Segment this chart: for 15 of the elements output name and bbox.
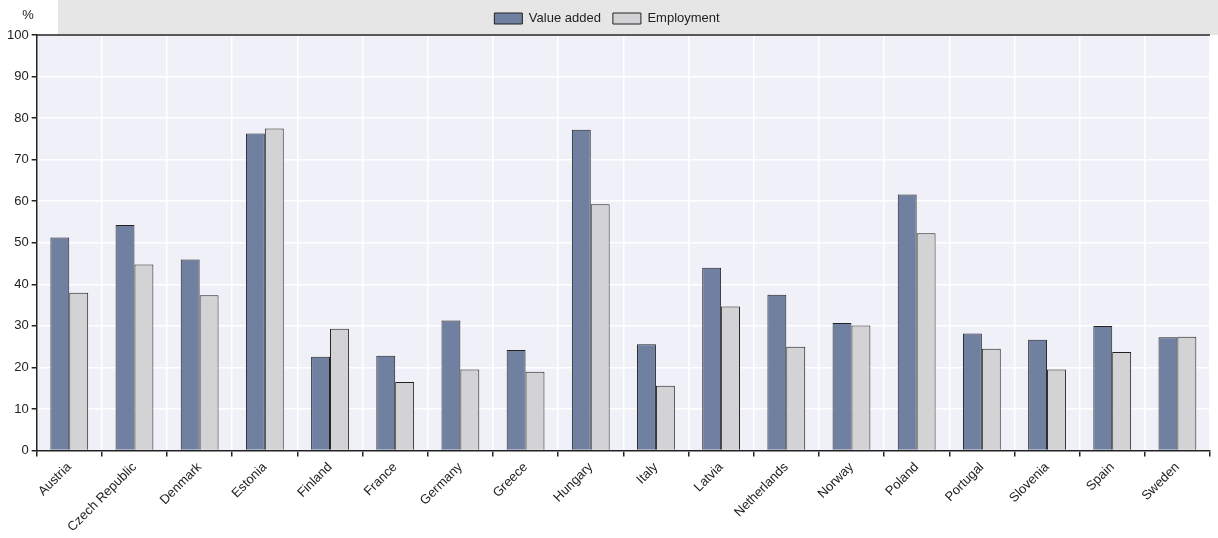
y-tick-label: 10 bbox=[14, 400, 29, 416]
y-tick-label: 80 bbox=[14, 109, 29, 125]
y-tick-label: 50 bbox=[14, 234, 29, 250]
y-tick-label: 100 bbox=[6, 26, 29, 42]
legend-label: Employment bbox=[647, 10, 721, 26]
y-tick-label: 60 bbox=[14, 192, 29, 208]
y-tick-label: 40 bbox=[14, 275, 29, 291]
y-tick-label: 90 bbox=[14, 68, 29, 84]
y-axis-title: % bbox=[22, 6, 35, 22]
y-tick-label: 70 bbox=[14, 151, 29, 167]
legend-label: Value added bbox=[528, 10, 601, 26]
y-tick-label: 30 bbox=[14, 317, 29, 333]
y-tick-label: 0 bbox=[21, 442, 29, 458]
y-tick-label: 20 bbox=[14, 359, 29, 375]
x-tick-label: Italy bbox=[633, 458, 661, 487]
